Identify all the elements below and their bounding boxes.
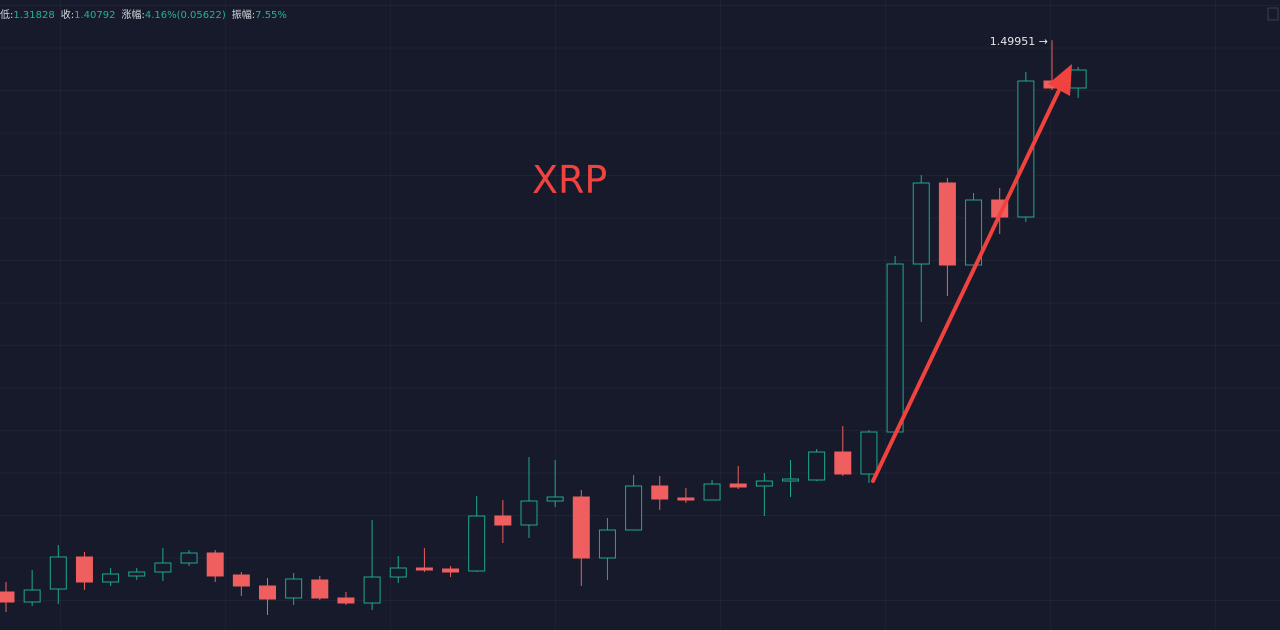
candle-body bbox=[415, 567, 433, 571]
candle-body bbox=[337, 597, 355, 604]
candle-body bbox=[782, 478, 799, 482]
candle-body bbox=[128, 571, 146, 577]
ohlc-header: 低:1.31828 收:1.40792 涨幅:4.16%(0.05622) 振幅:7.… bbox=[0, 6, 293, 21]
candle-body bbox=[154, 562, 172, 573]
candle-body bbox=[389, 567, 407, 578]
candle-body bbox=[755, 480, 773, 487]
candle-body bbox=[494, 515, 512, 526]
candle-body bbox=[520, 500, 538, 526]
candle-body bbox=[1017, 80, 1035, 218]
candle-body bbox=[651, 485, 669, 500]
header-label: 低: bbox=[0, 10, 14, 21]
candle-body bbox=[285, 578, 303, 599]
candle-body bbox=[232, 574, 250, 587]
candle-body bbox=[1069, 69, 1087, 89]
candle-body bbox=[75, 556, 93, 583]
candle-body bbox=[180, 552, 198, 564]
candle-body bbox=[912, 182, 930, 265]
candle-body bbox=[0, 591, 15, 603]
candle-body bbox=[572, 496, 590, 559]
candles: 1.49951 → bbox=[0, 35, 1087, 615]
candle-body bbox=[23, 589, 41, 603]
candle-body bbox=[860, 431, 878, 475]
header-value: 1.40792 bbox=[74, 10, 116, 21]
header-label: 收: bbox=[60, 10, 75, 21]
candle-body bbox=[703, 483, 721, 501]
candle-body bbox=[598, 529, 616, 559]
candle-body bbox=[886, 263, 904, 433]
candle-body bbox=[808, 451, 826, 481]
trend-arrow bbox=[871, 82, 1064, 483]
chart-title: XRP bbox=[532, 158, 607, 202]
candle-body bbox=[363, 576, 381, 604]
candle-body bbox=[834, 451, 852, 475]
header-value: 7.55% bbox=[255, 10, 287, 21]
candle-body bbox=[259, 585, 276, 600]
header-label: 振幅: bbox=[231, 10, 256, 21]
candle-body bbox=[468, 515, 486, 572]
candle-body bbox=[729, 483, 747, 488]
candle-body bbox=[206, 552, 224, 577]
candle-body bbox=[49, 556, 67, 590]
candle-body bbox=[677, 497, 695, 501]
header-label: 涨幅: bbox=[121, 10, 145, 21]
candle-body bbox=[965, 199, 983, 266]
candle-body bbox=[442, 568, 460, 573]
candle-body bbox=[102, 573, 120, 583]
panel-button[interactable] bbox=[1267, 7, 1279, 21]
header-value: 4.16%(0.05622) bbox=[144, 10, 226, 21]
candle-body bbox=[546, 496, 564, 502]
trend-arrow-head bbox=[1048, 64, 1072, 96]
header-value: 1.31828 bbox=[13, 10, 55, 21]
high-annotation: 1.49951 → bbox=[990, 35, 1048, 48]
candle-body bbox=[938, 182, 956, 266]
candle-body bbox=[311, 579, 329, 599]
candle-body bbox=[625, 485, 643, 531]
